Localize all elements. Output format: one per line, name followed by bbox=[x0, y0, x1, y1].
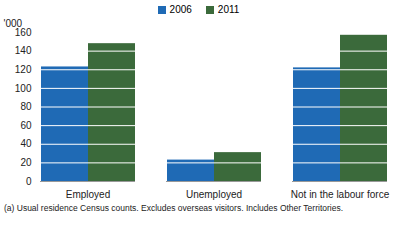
svg-text:Not in the labour force: Not in the labour force bbox=[291, 189, 390, 200]
html-text:2011: 2011 bbox=[217, 3, 240, 15]
svg-text:Employed: Employed bbox=[66, 189, 110, 200]
svg-text:100: 100 bbox=[15, 83, 32, 94]
html-text:2006: 2006 bbox=[169, 3, 192, 15]
html-text:(a) Usual residence Census cou: (a) Usual residence Census counts. Exclu… bbox=[4, 203, 343, 213]
svg-text:160: 160 bbox=[14, 26, 32, 38]
svg-text:40: 40 bbox=[20, 138, 32, 149]
svg-text:140: 140 bbox=[15, 45, 32, 56]
svg-text:Unemployed: Unemployed bbox=[186, 189, 242, 200]
svg-text:80: 80 bbox=[20, 101, 32, 112]
svg-text:120: 120 bbox=[15, 64, 32, 75]
svg-text:0: 0 bbox=[26, 176, 32, 187]
svg-text:'000: '000 bbox=[4, 18, 23, 29]
svg-text:20: 20 bbox=[20, 157, 32, 168]
svg-text:60: 60 bbox=[20, 120, 32, 131]
